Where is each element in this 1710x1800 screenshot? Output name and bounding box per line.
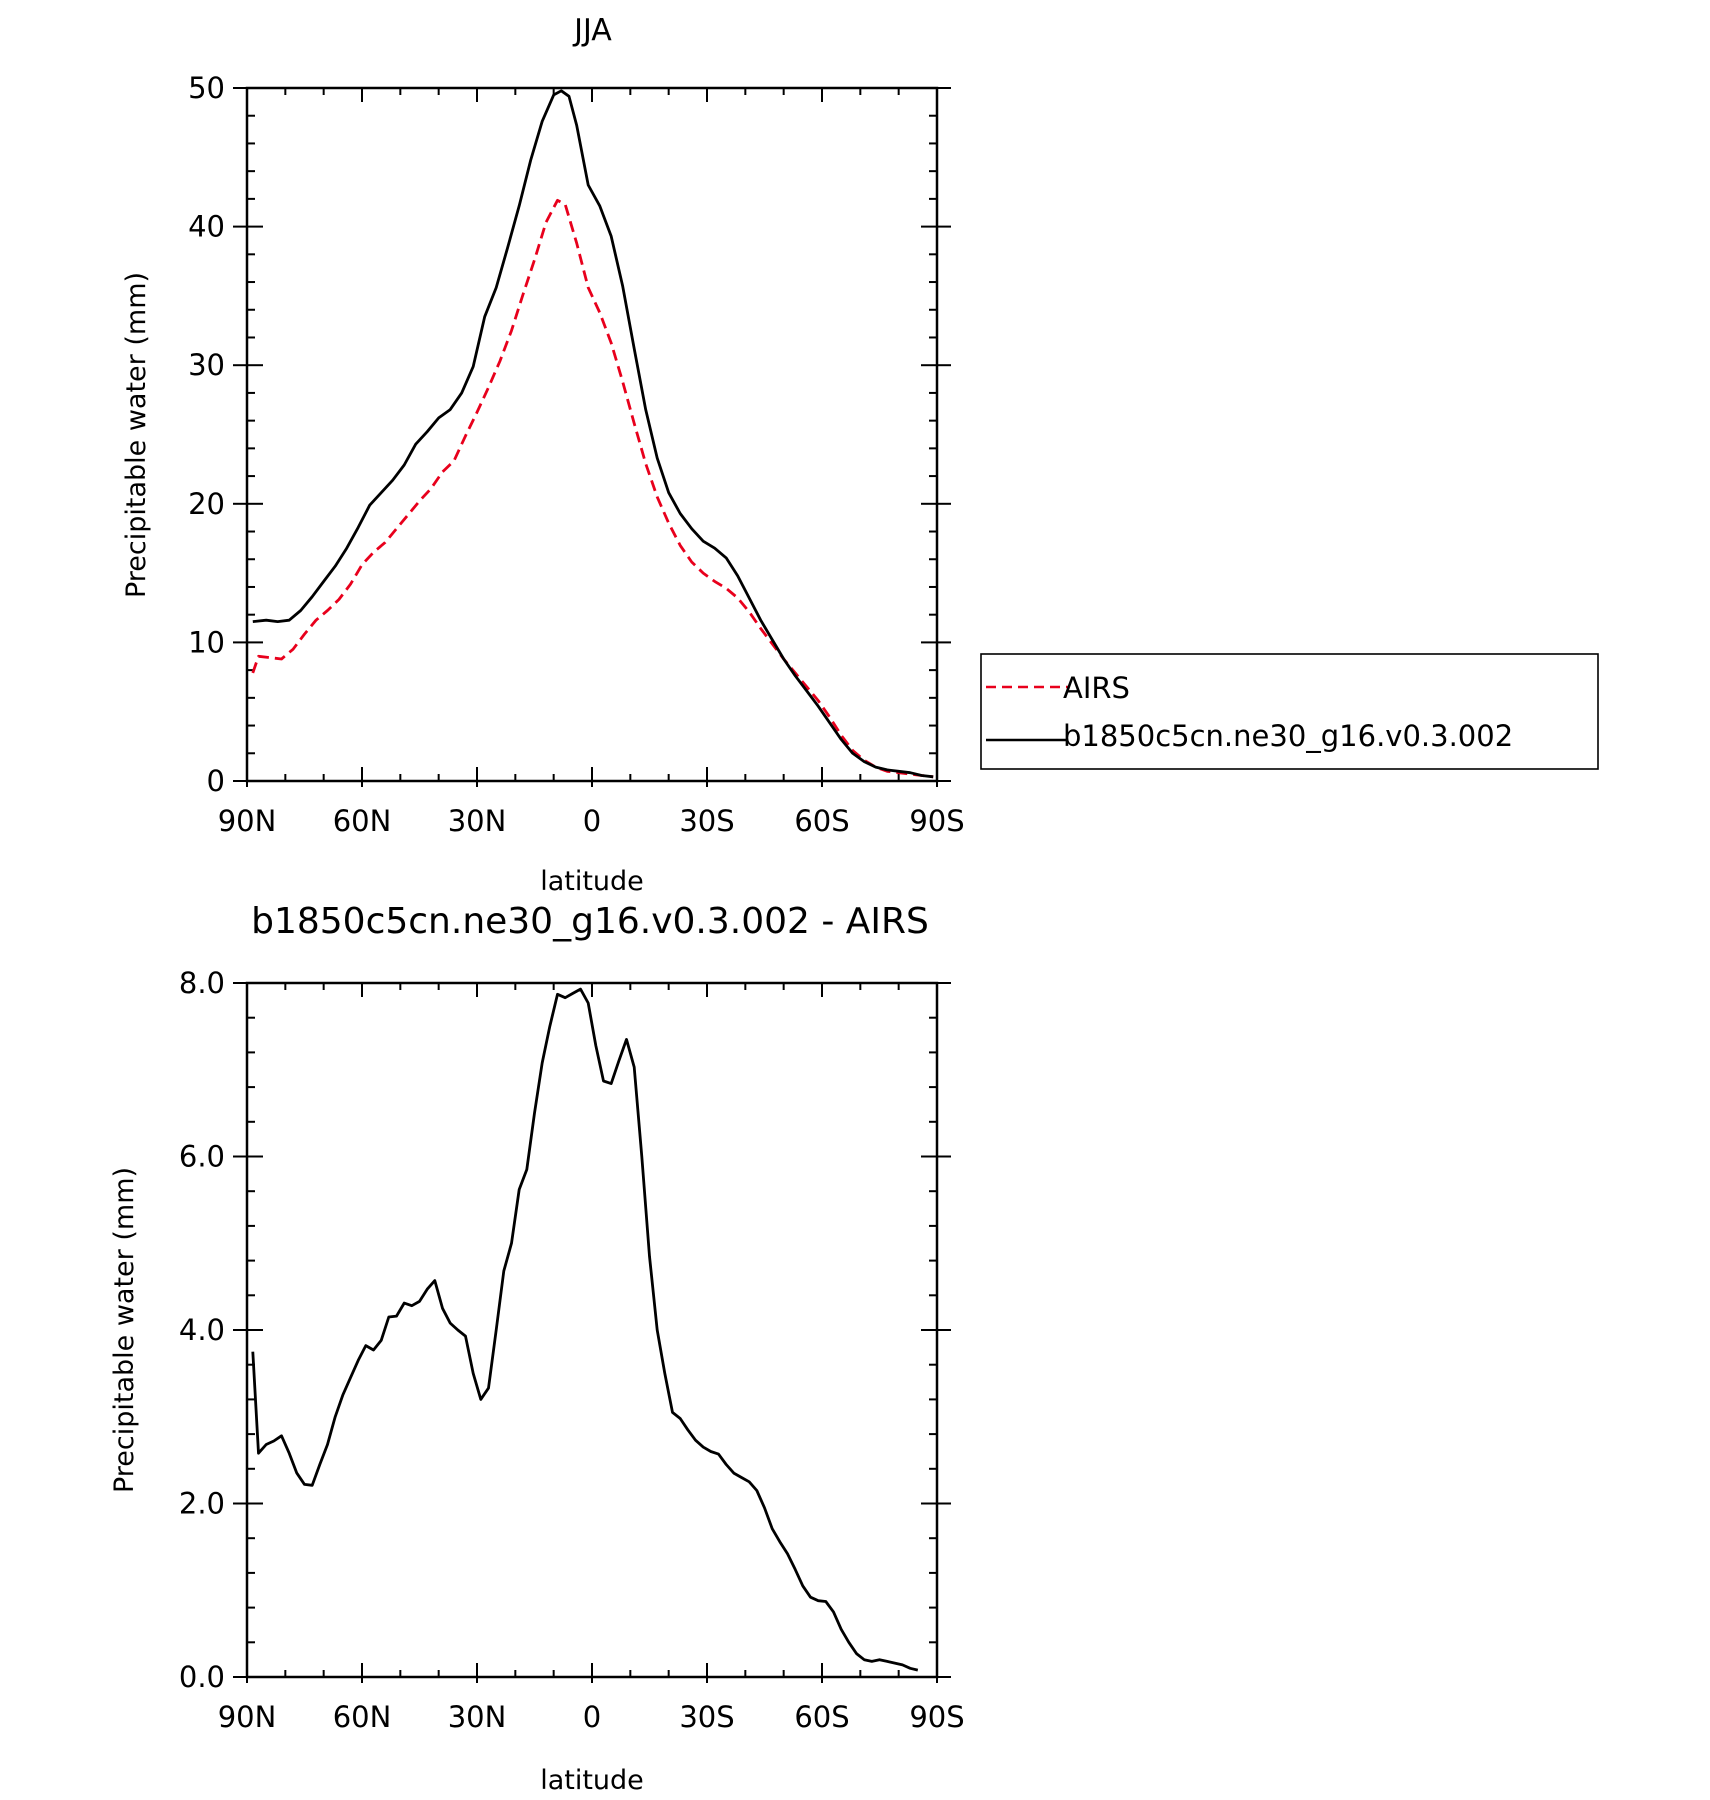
bottom-series-line-0 bbox=[251, 987, 919, 1672]
top-y-tick-label: 20 bbox=[188, 487, 225, 521]
top-y-tick-label: 10 bbox=[188, 625, 225, 659]
top-x-tick-label: 60S bbox=[794, 804, 849, 838]
top-series-line-b1850c5cn-ne30-g16-v0-3-002 bbox=[252, 89, 934, 779]
bottom-axis-ticks bbox=[233, 982, 951, 1683]
top-y-tick-labels: 0 10 20 30 40 50 bbox=[188, 71, 225, 798]
top-x-tick-label: 90S bbox=[909, 804, 964, 838]
top-x-tick-label: 60N bbox=[333, 804, 392, 838]
top-chart: JJA 0 10 20 30 40 50 90N 60N 30N 0 30S 60S 90S lati… bbox=[121, 13, 965, 897]
bottom-chart: b1850c5cn.ne30_g16.v0.3.002 - AIRS 0.0 2.… bbox=[109, 901, 965, 1796]
top-series-group bbox=[251, 89, 934, 779]
top-x-tick-labels: 90N 60N 30N 0 30S 60S 90S bbox=[218, 804, 965, 838]
bottom-x-tick-label: 30S bbox=[679, 1700, 734, 1734]
bottom-x-tick-label: 0 bbox=[583, 1700, 601, 1734]
top-series-line-airs bbox=[251, 198, 934, 779]
bottom-y-tick-label: 4.0 bbox=[179, 1313, 225, 1347]
top-x-tick-label: 0 bbox=[583, 804, 601, 838]
bottom-y-tick-label: 2.0 bbox=[179, 1487, 225, 1521]
bottom-y-axis-title: Precipitable water (mm) bbox=[109, 1167, 140, 1493]
legend: AIRS b1850c5cn.ne30_g16.v0.3.002 bbox=[980, 653, 1599, 770]
bottom-y-tick-labels: 0.0 2.0 4.0 6.0 8.0 bbox=[179, 966, 225, 1694]
bottom-series-group bbox=[251, 987, 919, 1672]
top-x-tick-label: 30S bbox=[679, 804, 734, 838]
bottom-x-tick-label: 90N bbox=[218, 1700, 277, 1734]
top-y-axis-title: Precipitable water (mm) bbox=[121, 272, 152, 598]
top-x-axis-title: latitude bbox=[540, 866, 644, 897]
top-plot-frame bbox=[245, 86, 939, 783]
bottom-chart-title: b1850c5cn.ne30_g16.v0.3.002 - AIRS bbox=[251, 901, 929, 942]
bottom-x-tick-label: 60N bbox=[333, 1700, 392, 1734]
bottom-x-tick-label: 60S bbox=[794, 1700, 849, 1734]
bottom-y-tick-label: 8.0 bbox=[179, 966, 225, 1000]
top-chart-title: JJA bbox=[572, 13, 612, 48]
top-x-tick-label: 90N bbox=[218, 804, 277, 838]
bottom-x-tick-labels: 90N 60N 30N 0 30S 60S 90S bbox=[218, 1700, 965, 1734]
top-y-tick-label: 30 bbox=[188, 348, 225, 382]
bottom-x-tick-label: 30N bbox=[448, 1700, 507, 1734]
top-y-tick-label: 0 bbox=[207, 764, 225, 798]
legend-box bbox=[980, 653, 1599, 770]
bottom-plot-frame bbox=[245, 981, 939, 1679]
bottom-y-tick-label: 0.0 bbox=[179, 1660, 225, 1694]
top-x-tick-label: 30N bbox=[448, 804, 507, 838]
bottom-y-tick-label: 6.0 bbox=[179, 1140, 225, 1174]
legend-label-model: b1850c5cn.ne30_g16.v0.3.002 bbox=[1063, 719, 1513, 753]
legend-label-airs: AIRS bbox=[1063, 671, 1130, 705]
bottom-x-axis-title: latitude bbox=[540, 1765, 644, 1796]
bottom-x-tick-label: 90S bbox=[909, 1700, 964, 1734]
top-y-tick-label: 50 bbox=[188, 71, 225, 105]
top-y-tick-label: 40 bbox=[188, 210, 225, 244]
